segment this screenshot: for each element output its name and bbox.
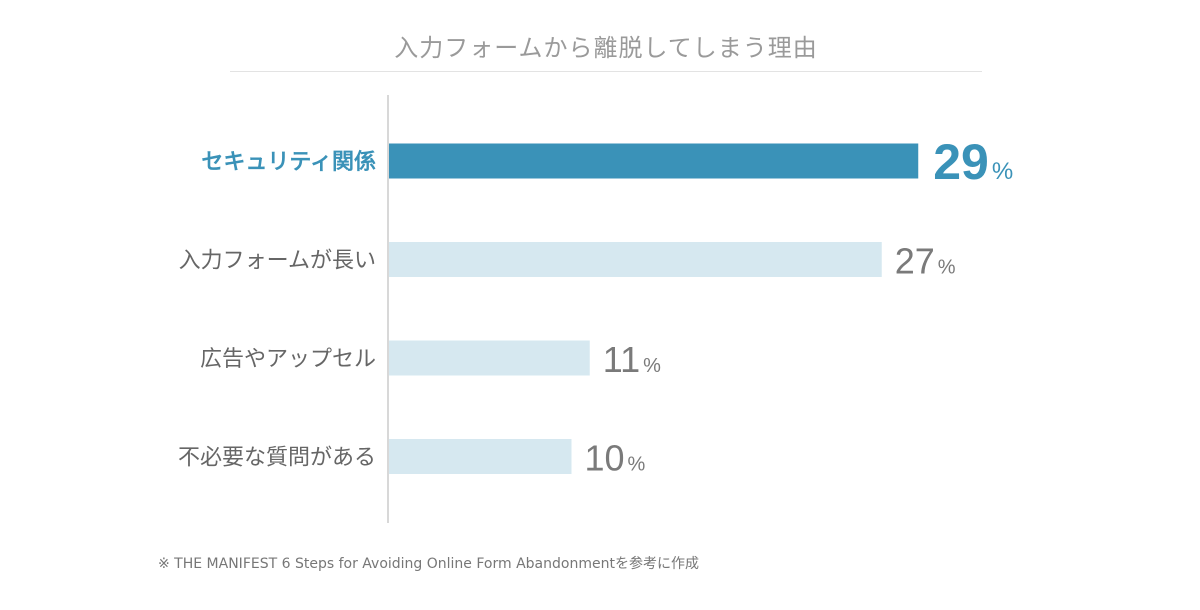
- value-unit: %: [643, 355, 661, 377]
- value-label: 11%: [603, 339, 661, 380]
- bar-4: [389, 439, 572, 474]
- value-unit: %: [938, 257, 956, 279]
- value-unit: %: [628, 454, 646, 476]
- value-label: 29%: [933, 134, 1013, 190]
- category-label: 広告やアップセル: [200, 347, 376, 372]
- value-number: 10: [585, 438, 625, 479]
- bar-1: [389, 143, 919, 179]
- category-label: 不必要な質問がある: [178, 446, 376, 471]
- chart-title: 入力フォームから離脱してしまう理由: [394, 34, 818, 62]
- bar-2: [389, 242, 882, 277]
- source-note: ※ THE MANIFEST 6 Steps for Avoiding Onli…: [158, 556, 699, 572]
- title-divider: [230, 71, 982, 72]
- value-label: 10%: [585, 438, 646, 479]
- category-label: セキュリティ関係: [201, 150, 376, 175]
- bar-3: [389, 340, 590, 376]
- value-unit: %: [992, 158, 1013, 185]
- value-label: 27%: [895, 241, 956, 282]
- category-label: 入力フォームが長い: [179, 249, 376, 274]
- value-number: 29: [933, 134, 989, 190]
- value-number: 27: [895, 241, 935, 282]
- value-number: 11: [603, 339, 640, 380]
